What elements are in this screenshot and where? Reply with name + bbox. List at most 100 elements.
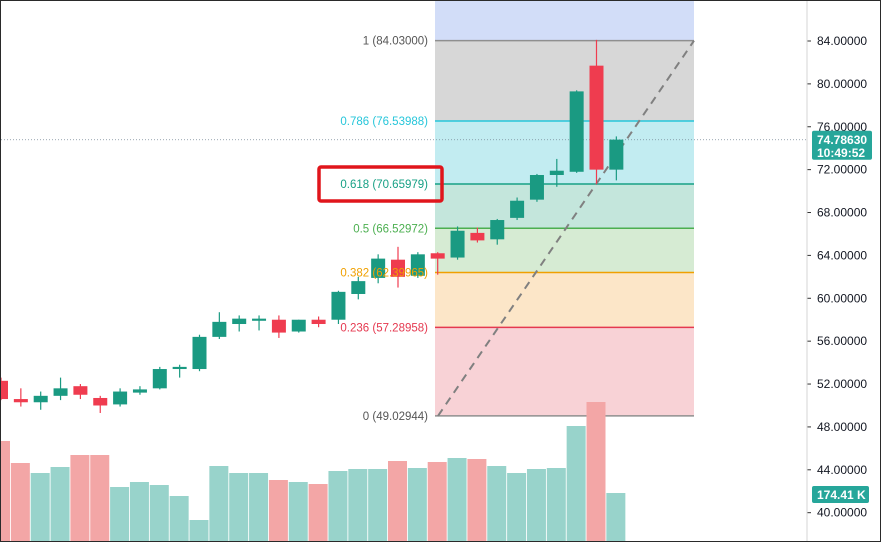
- y-tick-label: 80.00000: [817, 77, 867, 91]
- volume-bar: [249, 473, 269, 541]
- candle-body: [172, 366, 187, 370]
- volume-tag: [812, 486, 869, 503]
- volume-bar: [388, 461, 407, 541]
- fib-label-0.786: 0.786 (76.53988): [340, 116, 428, 128]
- candle-body: [53, 388, 68, 396]
- candle-body: [33, 395, 48, 403]
- candle-body: [410, 254, 425, 276]
- volume-bar: [30, 473, 50, 541]
- volume-bar: [348, 469, 368, 541]
- candle-body: [132, 389, 147, 393]
- fib-label-0.236: 0.236 (57.28958): [340, 322, 428, 334]
- y-tick-label: 60.00000: [817, 291, 867, 305]
- candle-body: [73, 386, 88, 395]
- y-tick-label: 64.00000: [817, 248, 867, 262]
- volume-bar: [70, 455, 90, 541]
- y-tick-label: 72.00000: [817, 163, 867, 177]
- volume-bar: [10, 463, 30, 541]
- candle-body: [569, 91, 584, 172]
- y-tick-label: 44.00000: [817, 463, 867, 477]
- candle-body: [291, 319, 306, 332]
- candle-body: [351, 281, 366, 294]
- volume-bar: [566, 426, 586, 541]
- volume-bar: [288, 482, 308, 541]
- candle-body: [450, 230, 465, 258]
- volume-bar: [447, 458, 467, 541]
- highlight-box: [317, 165, 444, 203]
- volume-bar: [328, 471, 348, 541]
- candle-body: [391, 259, 405, 277]
- volume-bar: [526, 469, 546, 541]
- current-price-tag: [812, 130, 872, 160]
- price-axis: 40.00000 44.00000 48.00000 52.00000 56.00000…: [806, 1, 880, 541]
- volume-bar: [427, 462, 447, 541]
- volume-bar: [229, 473, 249, 541]
- candle-body: [490, 220, 505, 240]
- candle-body: [311, 319, 326, 325]
- current-price-label: 74.78630: [817, 133, 867, 147]
- y-tick-label: 48.00000: [817, 420, 867, 434]
- fib-label-0.618: 0.618 (70.65979): [340, 179, 428, 191]
- volume-label: 174.41 K: [817, 488, 866, 502]
- volume-bar: [268, 480, 288, 541]
- candle-body: [93, 397, 108, 406]
- fib-label-0: 0 (49.02944): [363, 411, 428, 423]
- candle-body: [152, 369, 167, 389]
- candle-body: [331, 291, 346, 320]
- plot-area: 1 (84.03000) 0.786 (76.53988) 0.618 (70.65…: [1, 1, 807, 541]
- fib-band-0.236: [435, 327, 694, 416]
- fib-band-1: [435, 40, 694, 121]
- candle-body: [271, 319, 286, 333]
- candle-body: [232, 318, 247, 325]
- volume-bar: [90, 455, 110, 541]
- candle-body: [113, 391, 128, 405]
- volume-bar: [308, 484, 328, 541]
- volume-bar: [209, 466, 229, 541]
- candle-body: [589, 65, 604, 170]
- volume-bar: [507, 473, 527, 541]
- y-tick-label: 84.00000: [817, 34, 867, 48]
- volume-bar: [169, 496, 189, 541]
- volume-bar: [1, 441, 10, 541]
- y-tick-label: 40.00000: [817, 506, 867, 520]
- fib-label-0.5: 0.5 (66.52972): [353, 223, 428, 235]
- candle-body: [430, 253, 445, 259]
- candle-body: [371, 258, 386, 278]
- price-axis-bg: [807, 1, 880, 541]
- volume-bar: [546, 468, 566, 541]
- volume-bar: [149, 485, 169, 541]
- candle-body: [13, 399, 28, 403]
- y-tick-label: 56.00000: [817, 334, 867, 348]
- fib-label-1: 1 (84.03000): [363, 36, 428, 48]
- volume-bar: [110, 487, 130, 541]
- volume-bar: [368, 469, 388, 541]
- volume-bar: [407, 468, 427, 541]
- candle-body: [470, 232, 485, 241]
- candle-body: [212, 321, 227, 337]
- volume-bar: [129, 482, 149, 541]
- candle-body: [529, 175, 544, 200]
- candle-body: [252, 318, 267, 321]
- y-tick-label: 76.00000: [817, 120, 867, 134]
- fib-band-0.618: [435, 184, 694, 229]
- volume-bar: [487, 466, 507, 541]
- candle-body: [609, 139, 624, 170]
- volume-bar: [586, 402, 606, 541]
- candle-body: [1, 380, 8, 400]
- volume-bar: [467, 459, 487, 541]
- y-tick-label: 68.00000: [817, 206, 867, 220]
- candle-body: [192, 336, 207, 370]
- fib-band-0.786: [435, 120, 694, 185]
- y-tick-label: 52.00000: [817, 377, 867, 391]
- candle-body: [549, 170, 564, 175]
- volume-bar: [50, 467, 70, 541]
- volume-bar: [606, 493, 626, 541]
- fib-trend-line: [437, 40, 695, 417]
- fib-top-zone: [435, 1, 694, 41]
- volume-bar: [189, 520, 209, 541]
- fib-label-0.382: 0.382 (62.39965): [340, 268, 428, 280]
- candle-body: [510, 200, 525, 218]
- fib-band-0.382: [435, 272, 694, 328]
